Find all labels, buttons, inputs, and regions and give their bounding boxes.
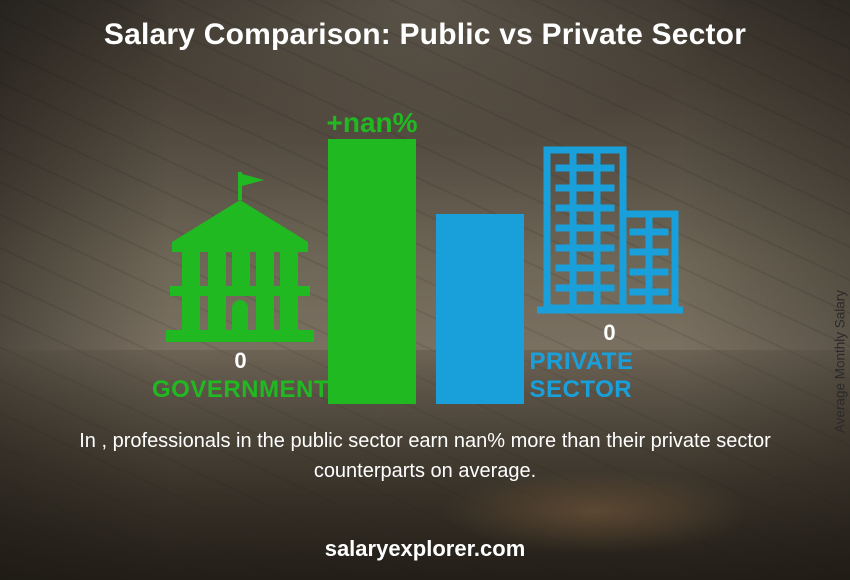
government-building-icon: [160, 172, 320, 342]
private-icon-column: 0 PRIVATE SECTOR: [530, 144, 690, 404]
page-title: Salary Comparison: Public vs Private Sec…: [104, 18, 746, 52]
private-bar-wrap: [436, 212, 524, 404]
private-bar: [436, 214, 524, 404]
government-bar-wrap: +nan%: [326, 109, 417, 404]
source-attribution: salaryexplorer.com: [0, 536, 850, 562]
office-building-icon: [535, 144, 685, 314]
government-top-annotation: +nan%: [326, 109, 417, 137]
government-label: GOVERNMENT: [152, 376, 329, 404]
group-private: 0 PRIVATE SECTOR: [436, 64, 690, 404]
private-value: 0: [603, 320, 615, 346]
y-axis-label: Average Monthly Salary: [833, 290, 848, 433]
group-government: 0 GOVERNMENT +nan%: [160, 64, 417, 404]
chart-area: 0 GOVERNMENT +nan%: [115, 64, 735, 404]
caption-text: In , professionals in the public sector …: [55, 426, 795, 486]
government-icon-column: 0 GOVERNMENT: [160, 172, 320, 404]
government-bar: [328, 139, 416, 404]
private-label: PRIVATE SECTOR: [530, 348, 690, 404]
infographic-root: Salary Comparison: Public vs Private Sec…: [0, 0, 850, 580]
government-value: 0: [234, 348, 246, 374]
